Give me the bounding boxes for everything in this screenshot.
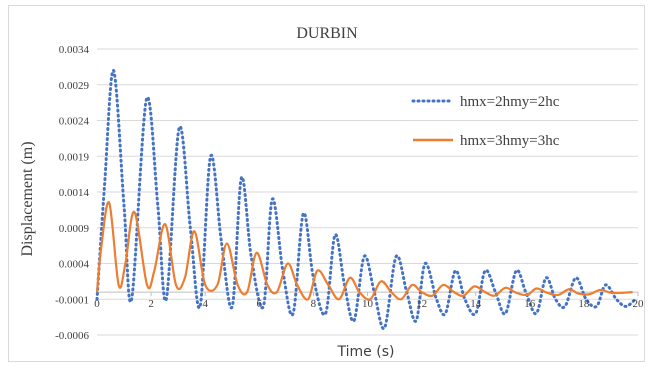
y-tick-label: -0.0001 <box>55 294 89 306</box>
y-tick-label: 0.0019 <box>59 151 90 163</box>
x-tick-label: 14 <box>470 298 482 310</box>
y-tick-label: -0.0006 <box>55 330 89 342</box>
series-line-dotted <box>95 68 637 331</box>
y-tick-label: 0.0029 <box>59 80 90 92</box>
x-tick-label: 8 <box>311 298 317 310</box>
x-tick-label: 6 <box>257 298 263 310</box>
x-tick-label: 20 <box>633 298 645 310</box>
y-tick-label: 0.0034 <box>59 44 90 56</box>
y-tick-label: 0.0004 <box>59 259 90 271</box>
x-tick-label: 0 <box>94 298 100 310</box>
grid-layer <box>96 48 639 336</box>
chart-title: DURBIN <box>296 25 358 42</box>
y-axis-title: Displacement (m) <box>19 141 36 256</box>
x-tick-label: 10 <box>362 298 374 310</box>
x-tick-label: 18 <box>578 298 590 310</box>
legend-label-solid: hmx=3hmy=3hc <box>460 133 560 149</box>
y-tick-label: 0.0009 <box>59 223 90 235</box>
chart-svg: -0.0006 -0.0001 0.0004 0.0009 0.0014 0.0019 0.… <box>19 25 644 360</box>
x-tick-label: 2 <box>148 298 154 310</box>
x-tick-label: 12 <box>416 298 427 310</box>
series-line-solid <box>95 201 633 301</box>
series-layer <box>95 68 637 331</box>
legend-label-dotted: hmx=2hmy=2hc <box>460 94 560 110</box>
legend: hmx=2hmy=2hc hmx=3hmy=3hc <box>411 94 560 149</box>
x-tick-label: 4 <box>202 298 208 310</box>
x-axis-title: Time (s) <box>337 344 395 360</box>
y-tick-label: 0.0024 <box>59 116 90 128</box>
y-tick-label: 0.0014 <box>59 187 90 199</box>
x-tick-label: 16 <box>524 298 536 310</box>
axis-layer: -0.0006 -0.0001 0.0004 0.0009 0.0014 0.0019 0.… <box>55 44 644 342</box>
chart-frame: -0.0006 -0.0001 0.0004 0.0009 0.0014 0.0019 0.… <box>8 5 645 362</box>
